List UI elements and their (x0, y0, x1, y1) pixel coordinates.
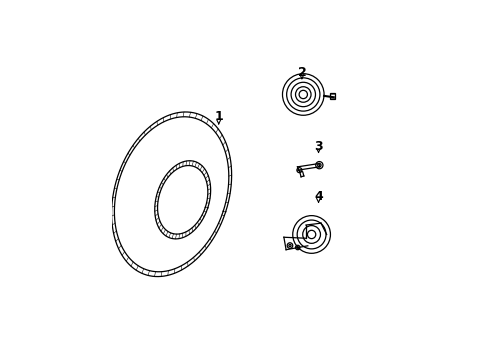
Text: 1: 1 (214, 110, 223, 123)
Text: 3: 3 (314, 140, 322, 153)
Bar (329, 93, 334, 99)
Text: 2: 2 (297, 66, 305, 79)
Text: 4: 4 (313, 190, 322, 203)
